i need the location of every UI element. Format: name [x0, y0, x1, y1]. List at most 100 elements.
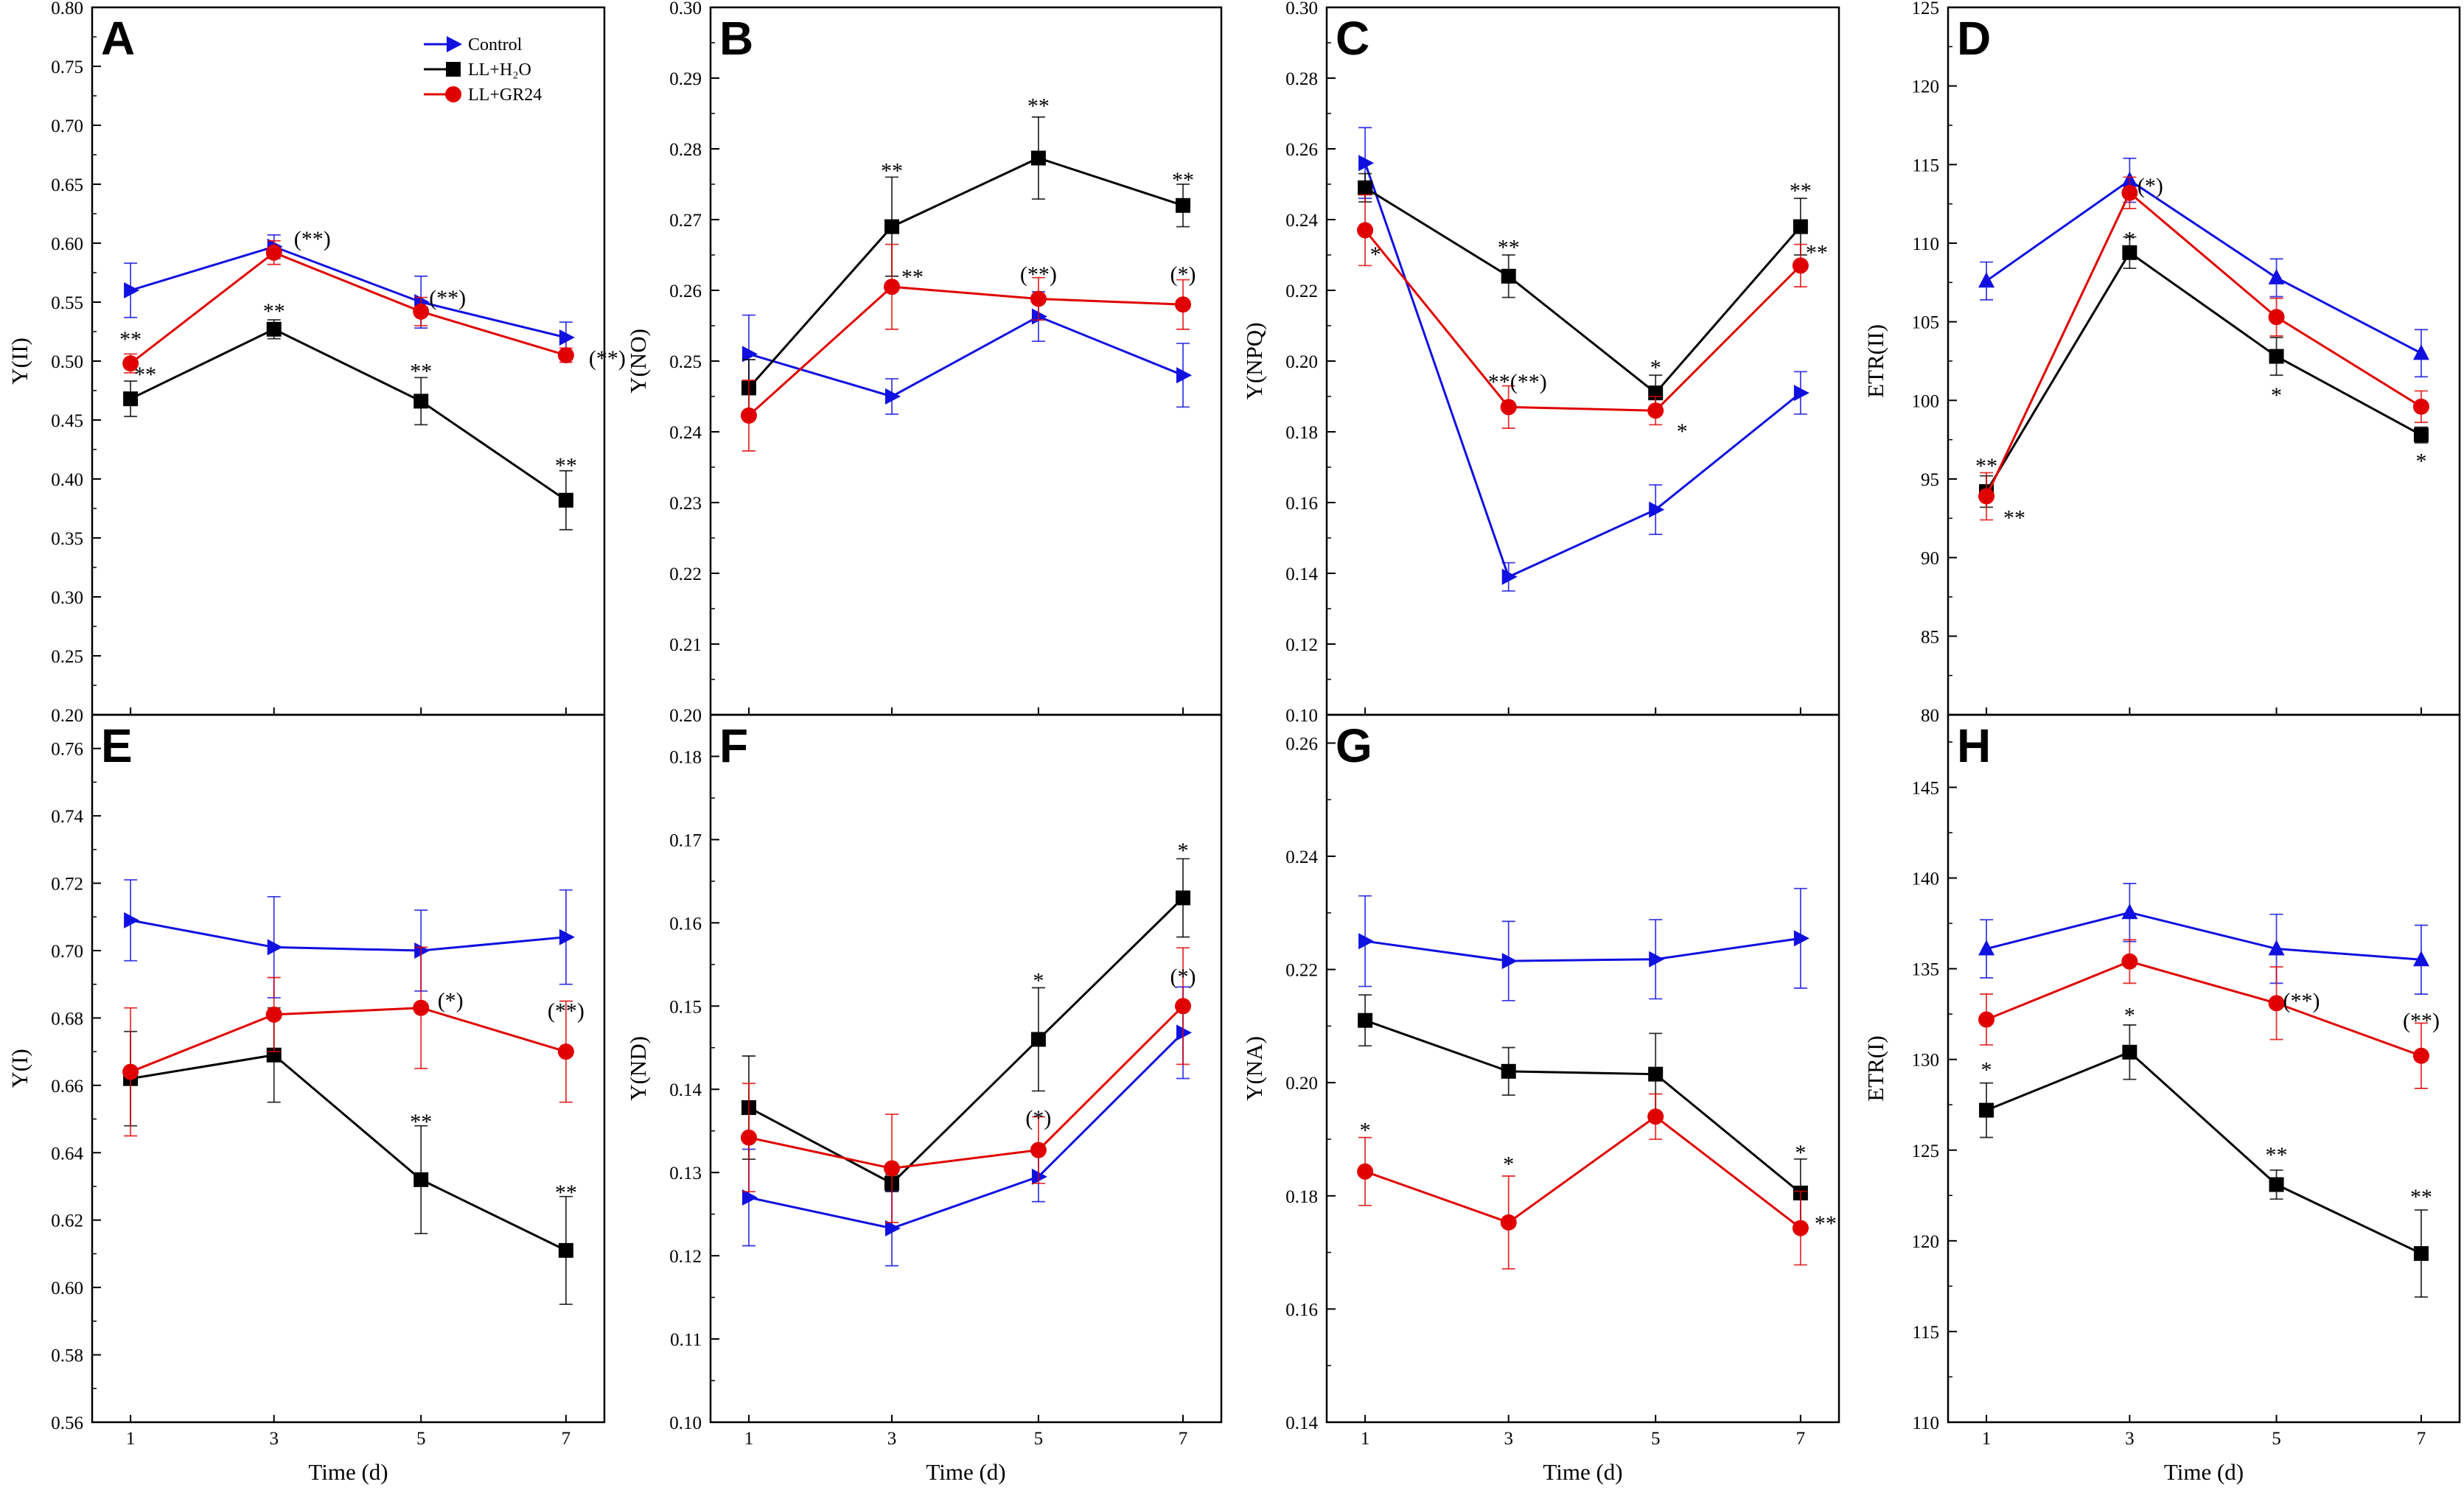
data-point: [1030, 150, 1046, 166]
series-ll-h2o: [1979, 1024, 2429, 1298]
data-point: [1501, 1063, 1516, 1079]
significance-label: *: [1503, 1153, 1514, 1177]
data-point: [413, 1172, 429, 1187]
significance-label: *: [1370, 242, 1381, 267]
y-tick-label: 0.12: [1285, 635, 1318, 655]
series-line: [1364, 229, 1801, 412]
data-point: [122, 1063, 139, 1080]
significance-label: **: [119, 327, 142, 351]
data-point: [1501, 268, 1516, 284]
y-tick-label: 145: [1912, 778, 1940, 798]
data-point: [1978, 272, 1995, 288]
y-axis-label: Y(NA): [1241, 1036, 1267, 1101]
significance-label: **: [2003, 506, 2025, 530]
data-point: [122, 355, 139, 372]
y-tick-label: 125: [1912, 1141, 1940, 1161]
y-tick-label: 110: [1912, 234, 1939, 254]
series-line: [1986, 178, 2422, 354]
panel-letter: E: [101, 719, 133, 772]
y-tick-label: 0.66: [51, 1077, 83, 1096]
significance-label: (**): [429, 286, 466, 310]
significance-label: **: [555, 1181, 577, 1205]
y-tick-label: 0.16: [1285, 1300, 1318, 1320]
x-tick-label: 3: [1504, 1429, 1513, 1449]
significance-label: (**): [589, 346, 626, 371]
series-line: [130, 245, 567, 339]
data-point: [2413, 1246, 2429, 1262]
significance-label: **: [901, 265, 924, 290]
data-point: [558, 1242, 573, 1258]
legend-marker: [446, 62, 461, 77]
significance-label: (**): [2403, 1009, 2440, 1033]
y-axis-label: Y(II): [7, 337, 32, 385]
data-point: [265, 244, 282, 261]
series-line: [1364, 1115, 1801, 1229]
plot-frame: [1947, 6, 2461, 716]
plot-frame: [709, 6, 1223, 716]
panel-letter: F: [719, 719, 748, 772]
data-point: [1793, 219, 1808, 234]
series-line: [748, 315, 1184, 398]
series-ll-gr24: [740, 947, 1192, 1223]
legend-marker: [447, 36, 462, 52]
significance-label: **: [263, 299, 285, 323]
data-point: [1647, 402, 1664, 419]
y-axis-label: ETR(II): [1863, 324, 1888, 398]
data-point: [1176, 1024, 1193, 1041]
data-point: [1031, 1168, 1047, 1185]
series-control: [124, 879, 575, 998]
y-tick-label: 0.22: [1285, 281, 1318, 301]
y-tick-label: 0.26: [1285, 140, 1318, 160]
data-point: [1649, 951, 1665, 968]
panel-letter: A: [101, 12, 135, 65]
panel-letter: C: [1336, 12, 1369, 65]
y-tick-label: 0.14: [1285, 564, 1318, 584]
significance-label: **: [1806, 241, 1828, 265]
x-axis-label: Time (d): [2164, 1459, 2244, 1485]
data-point: [1358, 155, 1375, 172]
y-tick-label: 0.30: [669, 0, 702, 18]
data-point: [2268, 268, 2285, 284]
data-point: [2268, 995, 2285, 1012]
y-tick-label: 0.20: [51, 706, 83, 726]
data-point: [1030, 1032, 1046, 1047]
legend-label-control: Control: [468, 35, 523, 55]
significance-label: *: [2271, 383, 2282, 408]
series-line: [130, 1007, 567, 1073]
significance-label: **: [1027, 94, 1050, 118]
data-point: [1357, 222, 1374, 239]
data-point: [1031, 308, 1047, 325]
significance-label: (**): [1020, 262, 1057, 287]
data-point: [557, 1043, 574, 1060]
y-tick-label: 0.13: [669, 1164, 702, 1183]
data-point: [1357, 1163, 1374, 1180]
data-point: [1647, 1108, 1664, 1125]
data-point: [885, 388, 901, 405]
y-tick-label: 0.14: [669, 1080, 702, 1100]
significance-label: **: [2266, 1143, 2288, 1167]
series-ll-gr24: [1357, 194, 1809, 430]
x-tick-label: 5: [416, 1429, 426, 1449]
y-tick-label: 100: [1912, 391, 1940, 411]
series-line: [1986, 960, 2422, 1057]
x-tick-label: 7: [1796, 1429, 1806, 1449]
y-tick-label: 0.15: [669, 997, 702, 1017]
panel-letter: H: [1957, 719, 1991, 772]
series-control: [1978, 157, 2429, 378]
x-tick-label: 3: [2125, 1429, 2135, 1449]
y-tick-label: 0.45: [51, 411, 83, 431]
data-point: [2121, 184, 2138, 201]
data-point: [1501, 568, 1518, 585]
data-point: [740, 407, 757, 424]
plot-frame: [1947, 713, 2461, 1424]
data-point: [2121, 953, 2138, 970]
data-point: [2412, 951, 2429, 967]
data-point: [557, 347, 574, 363]
y-tick-label: 0.60: [51, 234, 83, 254]
y-tick-label: 0.21: [669, 635, 702, 655]
data-point: [267, 939, 283, 956]
panel-d: 80859095100105110115120125ETR(II)D****(*…: [1863, 0, 2461, 726]
series-ll-h2o: [741, 116, 1191, 417]
y-tick-label: 0.25: [669, 352, 702, 372]
significance-label: (**): [548, 998, 584, 1023]
